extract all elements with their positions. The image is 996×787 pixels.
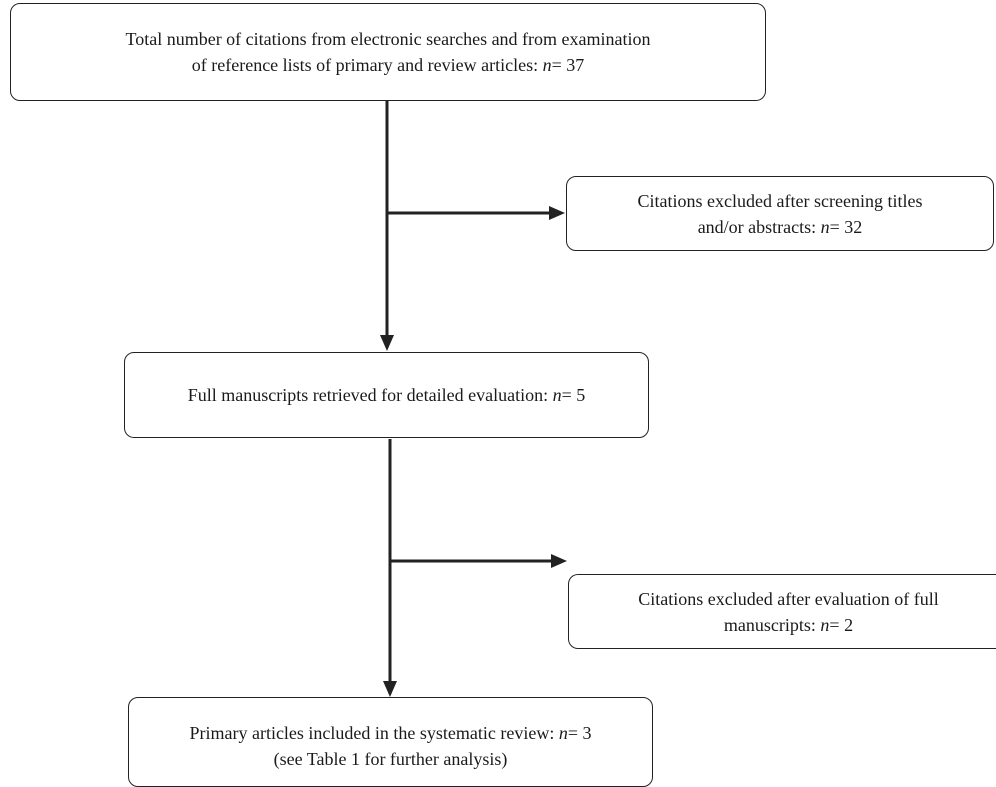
arrowhead-down-1 bbox=[380, 335, 394, 351]
node-excluded-full-count: = 2 bbox=[829, 614, 854, 635]
node-excluded-screening-line1: Citations excluded after screening title… bbox=[637, 190, 923, 211]
node-included-count: = 3 bbox=[567, 723, 592, 743]
n-symbol: n bbox=[552, 385, 562, 405]
node-total-count: = 37 bbox=[551, 55, 585, 75]
node-excluded-full-prefix: manuscripts: bbox=[723, 614, 821, 635]
n-symbol: n bbox=[820, 614, 830, 635]
arrowhead-right-1 bbox=[549, 206, 565, 220]
node-excluded-screening-count: = 32 bbox=[829, 216, 863, 237]
arrowhead-right-2 bbox=[551, 554, 567, 568]
node-total-line2-prefix: of reference lists of primary and review… bbox=[191, 55, 543, 75]
node-full-manuscripts-line1: Full manuscripts retrieved for detailed … bbox=[188, 382, 586, 408]
node-included-line2: (see Table 1 for further analysis) bbox=[273, 749, 508, 769]
arrowhead-down-2 bbox=[383, 681, 397, 697]
node-total-citations: Total number of citations from electroni… bbox=[10, 3, 766, 101]
node-excluded-screening: Citations excluded after screening title… bbox=[566, 176, 994, 251]
node-total-line2: of reference lists of primary and review… bbox=[125, 52, 650, 78]
n-symbol: n bbox=[542, 55, 552, 75]
node-included-prefix: Primary articles included in the systema… bbox=[189, 723, 559, 743]
node-excluded-screening-line2: and/or abstracts: n= 32 bbox=[638, 214, 923, 240]
node-full-manuscripts-prefix: Full manuscripts retrieved for detailed … bbox=[187, 385, 553, 405]
node-excluded-full-line1: Citations excluded after evaluation of f… bbox=[638, 588, 939, 609]
node-full-manuscripts: Full manuscripts retrieved for detailed … bbox=[124, 352, 649, 438]
node-excluded-screening-prefix: and/or abstracts: bbox=[697, 216, 821, 237]
node-excluded-full: Citations excluded after evaluation of f… bbox=[568, 574, 996, 649]
node-excluded-full-line2: manuscripts: n= 2 bbox=[638, 612, 938, 638]
node-total-line1: Total number of citations from electroni… bbox=[125, 29, 651, 49]
n-symbol: n bbox=[820, 216, 830, 237]
n-symbol: n bbox=[558, 723, 568, 743]
node-full-manuscripts-count: = 5 bbox=[561, 385, 586, 405]
node-included-line1: Primary articles included in the systema… bbox=[189, 720, 591, 746]
node-included: Primary articles included in the systema… bbox=[128, 697, 653, 787]
